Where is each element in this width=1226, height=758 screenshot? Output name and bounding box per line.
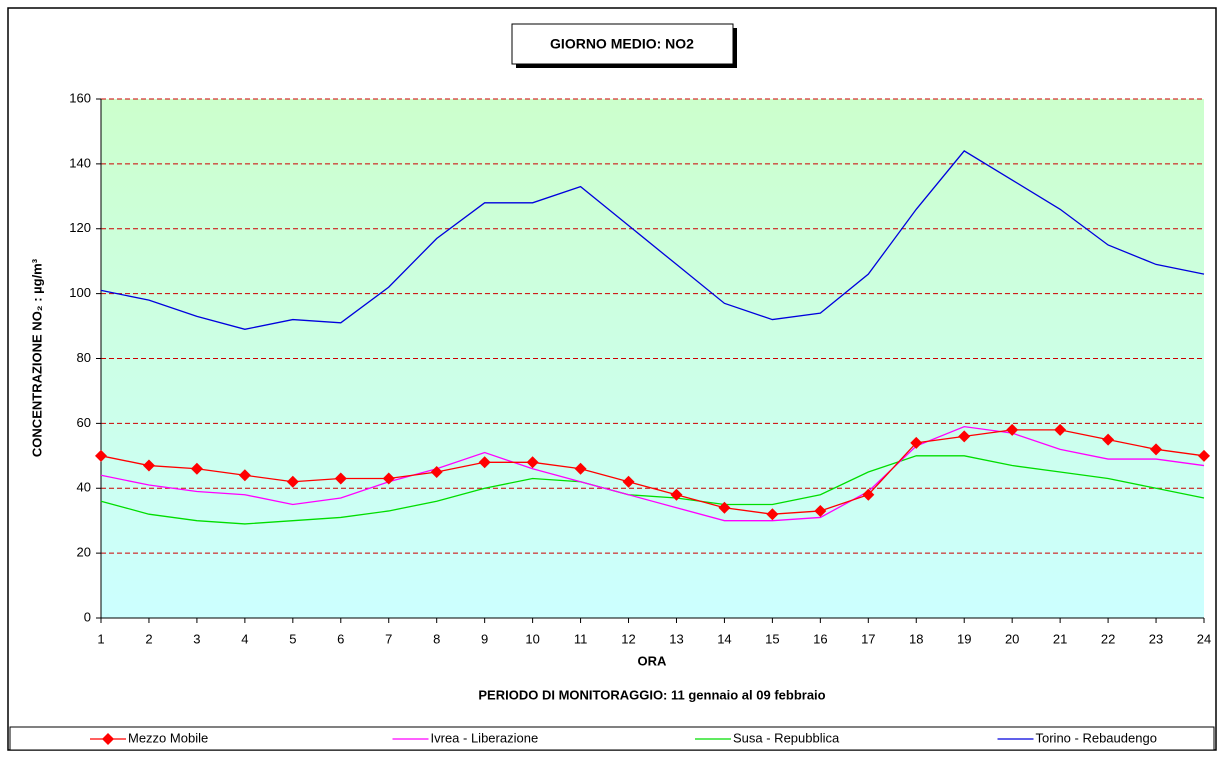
- y-tick-label: 40: [77, 480, 91, 495]
- legend: [9, 726, 1215, 751]
- series-line: [100, 425, 1205, 522]
- series-marker: [526, 456, 539, 469]
- x-tick-label: 4: [241, 631, 248, 646]
- series-marker: [574, 462, 587, 475]
- title-box: [511, 23, 734, 65]
- x-tick-label: 8: [433, 631, 440, 646]
- series-line: [100, 150, 1205, 330]
- series-marker: [958, 430, 971, 443]
- x-tick-label: 16: [813, 631, 827, 646]
- y-tick-label: 100: [69, 285, 91, 300]
- series-marker: [478, 456, 491, 469]
- y-tick-label: 60: [77, 415, 91, 430]
- series-marker: [95, 449, 107, 462]
- series-marker: [1006, 423, 1019, 436]
- x-tick-label: 6: [337, 631, 344, 646]
- series-marker: [862, 488, 875, 501]
- series-marker: [910, 436, 923, 449]
- series-marker: [1054, 423, 1067, 436]
- legend-label: Susa - Repubblica: [733, 730, 840, 745]
- legend-label: Torino - Rebaudengo: [1036, 730, 1157, 745]
- series-marker: [1102, 433, 1115, 446]
- x-tick-label: 3: [193, 631, 200, 646]
- x-tick-label: 19: [957, 631, 971, 646]
- x-tick-label: 1: [97, 631, 104, 646]
- x-tick-label: 17: [861, 631, 875, 646]
- series-marker: [430, 466, 443, 479]
- x-tick-label: 22: [1101, 631, 1115, 646]
- y-tick-label: 160: [69, 90, 91, 105]
- y-tick-label: 0: [84, 609, 91, 624]
- x-tick-label: 18: [909, 631, 923, 646]
- series-marker: [382, 472, 395, 485]
- y-tick-label: 20: [77, 545, 91, 560]
- x-tick-label: 2: [145, 631, 152, 646]
- series-line: [100, 455, 1205, 525]
- x-tick-label: 15: [765, 631, 779, 646]
- legend-label: Mezzo Mobile: [128, 730, 208, 745]
- x-tick-label: 5: [289, 631, 296, 646]
- x-tick-label: 10: [525, 631, 539, 646]
- chart-title: GIORNO MEDIO: NO2: [550, 36, 694, 52]
- series-marker: [622, 475, 635, 488]
- x-tick-label: 9: [481, 631, 488, 646]
- subtitle: PERIODO DI MONITORAGGIO: 11 gennaio al 0…: [478, 687, 825, 702]
- x-tick-label: 11: [574, 631, 588, 646]
- series-marker: [814, 504, 827, 517]
- series-marker: [670, 488, 683, 501]
- y-axis-label: CONCENTRAZIONE NO₂ : µg/m³: [29, 258, 44, 457]
- y-tick-label: 120: [69, 220, 91, 235]
- series-marker: [142, 459, 155, 472]
- legend-marker: [102, 733, 114, 745]
- series-line: [100, 429, 1205, 515]
- legend-label: Ivrea - Liberazione: [431, 730, 539, 745]
- x-tick-label: 13: [669, 631, 683, 646]
- x-tick-label: 7: [385, 631, 392, 646]
- series-marker: [190, 462, 203, 475]
- x-tick-label: 23: [1149, 631, 1163, 646]
- series-marker: [286, 475, 299, 488]
- y-tick-label: 80: [77, 350, 91, 365]
- series-marker: [1150, 443, 1163, 456]
- y-tick-label: 140: [69, 155, 91, 170]
- series-marker: [1198, 449, 1210, 462]
- series-marker: [238, 469, 251, 482]
- x-tick-label: 20: [1005, 631, 1019, 646]
- x-tick-label: 14: [717, 631, 731, 646]
- x-tick-label: 21: [1053, 631, 1067, 646]
- series-marker: [718, 501, 731, 514]
- x-tick-label: 24: [1197, 631, 1211, 646]
- series-marker: [334, 472, 347, 485]
- x-tick-label: 12: [621, 631, 635, 646]
- x-axis-label: ORA: [638, 653, 668, 668]
- series-marker: [766, 508, 779, 521]
